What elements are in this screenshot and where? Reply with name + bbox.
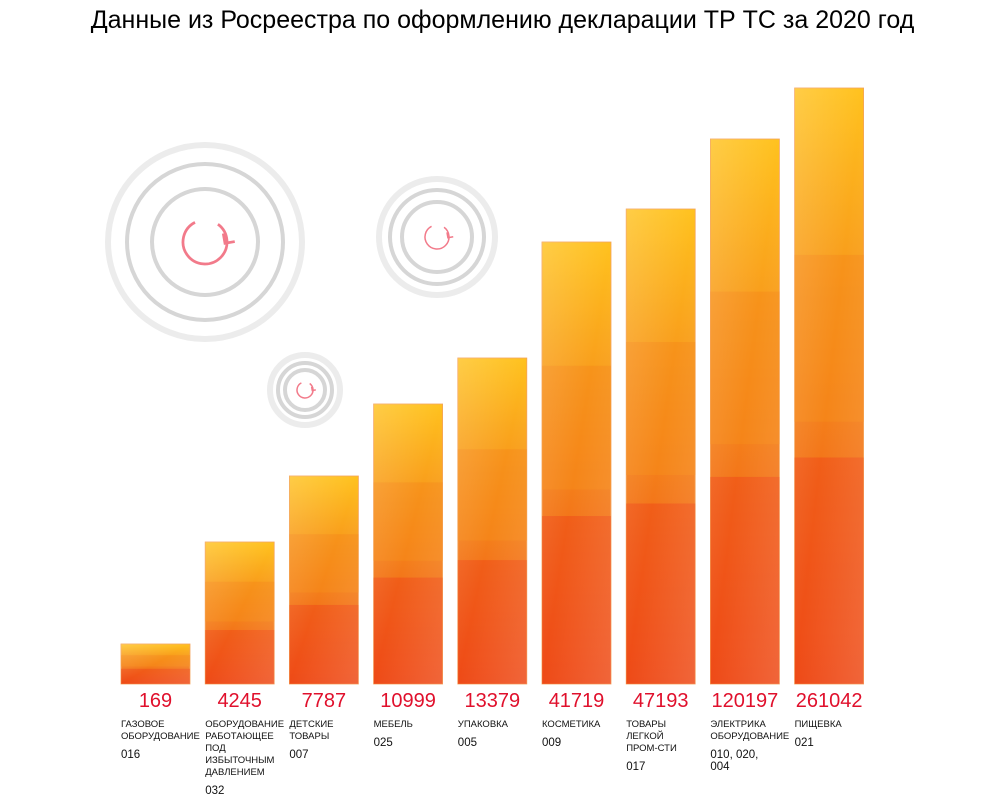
category-name: ГАЗОВОЕ ОБОРУДОВАНИЕ: [121, 719, 200, 742]
value-label: 4245: [217, 690, 262, 712]
category-label: МЕБЕЛЬ 025: [374, 719, 440, 749]
value-label: 10999: [380, 690, 436, 712]
category-name: ЭЛЕКТРИКА ОБОРУДОВАНИЕ: [710, 719, 790, 742]
category-code: 017: [626, 761, 646, 773]
refresh-decoration: [267, 352, 343, 428]
value-label: 120197: [711, 690, 779, 712]
category-code: 005: [457, 737, 477, 749]
category-label: ЭЛЕКТРИКА ОБОРУДОВАНИЕ 010, 020, 004: [710, 719, 789, 773]
category-name: КОСМЕТИКА: [542, 719, 601, 730]
category-name: ОБОРУДОВАНИЕ РАБОТАЮЩЕЕ ПОД ИЗБЫТОЧНЫМ Д…: [205, 719, 285, 778]
category-name: ТОВАРЫ ЛЕГКОЙ ПРОМ-СТИ: [626, 719, 677, 754]
bar: [794, 87, 864, 685]
bar: [120, 643, 191, 685]
category-name: МЕБЕЛЬ: [373, 719, 413, 730]
bar: [710, 138, 780, 685]
chart-title: Данные из Росреестра по оформлению декла…: [90, 6, 915, 34]
bar: [541, 241, 612, 685]
value-label: 169: [138, 690, 173, 712]
value-label: 13379: [464, 690, 521, 712]
refresh-icon: [181, 221, 235, 266]
category-code: 032: [205, 785, 225, 797]
category-code: 010, 020, 004: [710, 749, 759, 773]
category-code: 025: [373, 737, 393, 749]
bar: [204, 541, 275, 685]
category-label: КОСМЕТИКА 009: [542, 719, 608, 749]
bar: [373, 403, 444, 685]
refresh-icon: [424, 225, 454, 250]
category-label: ПИЩЕВКА 021: [795, 719, 861, 749]
bar: [457, 357, 528, 685]
category-code: 016: [121, 749, 141, 761]
refresh-decoration: [376, 176, 498, 298]
category-label: ГАЗОВОЕ ОБОРУДОВАНИЕ 016: [121, 719, 200, 761]
bar: [288, 475, 359, 685]
category-name: УПАКОВКА: [457, 719, 509, 730]
category-label: ТОВАРЫ ЛЕГКОЙ ПРОМ-СТИ 017: [626, 719, 692, 773]
category-label: УПАКОВКА 005: [458, 719, 524, 749]
category-label: ДЕТСКИЕ ТОВАРЫ 007: [289, 719, 355, 761]
category-name: ДЕТСКИЕ ТОВАРЫ: [289, 719, 334, 742]
refresh-decoration: [105, 142, 305, 342]
category-name: ПИЩЕВКА: [794, 719, 842, 730]
category-code: 007: [289, 749, 309, 761]
category-label: ОБОРУДОВАНИЕ РАБОТАЮЩЕЕ ПОД ИЗБЫТОЧНЫМ Д…: [205, 719, 284, 797]
bar: [625, 208, 696, 685]
value-label: 261042: [795, 690, 863, 712]
refresh-icon: [296, 382, 316, 399]
value-label: 7787: [301, 690, 347, 712]
category-code: 021: [794, 737, 814, 749]
category-code: 009: [542, 737, 562, 749]
value-label: 41719: [548, 690, 605, 712]
value-label: 47193: [632, 690, 689, 712]
